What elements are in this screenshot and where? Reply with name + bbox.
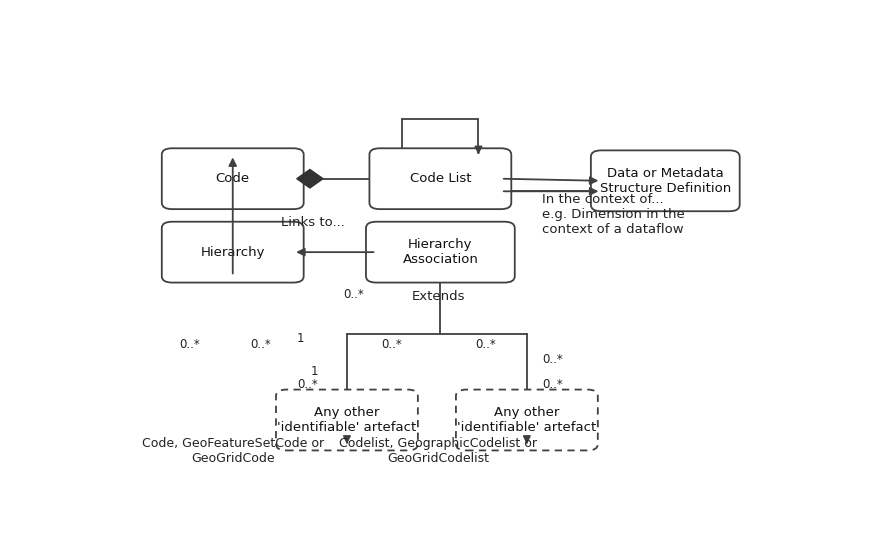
FancyBboxPatch shape — [162, 148, 304, 209]
Text: Code List: Code List — [410, 172, 472, 185]
FancyBboxPatch shape — [162, 222, 304, 282]
Text: Code, GeoFeatureSetCode or
GeoGridCode: Code, GeoFeatureSetCode or GeoGridCode — [142, 437, 324, 465]
Text: Code: Code — [216, 172, 250, 185]
FancyBboxPatch shape — [591, 150, 739, 211]
Text: Codelist, GeographicCodelist or
GeoGridCodelist: Codelist, GeographicCodelist or GeoGridC… — [339, 437, 538, 465]
FancyBboxPatch shape — [276, 390, 418, 450]
Text: Any other
'identifiable' artefact: Any other 'identifiable' artefact — [278, 406, 416, 434]
Text: 0..*: 0..* — [344, 288, 364, 301]
Text: Hierarchy
Association: Hierarchy Association — [403, 238, 479, 266]
FancyBboxPatch shape — [456, 390, 597, 450]
FancyBboxPatch shape — [366, 222, 514, 282]
Text: 0..*: 0..* — [179, 338, 200, 351]
Text: 0..*: 0..* — [542, 353, 563, 366]
Text: 1: 1 — [311, 366, 318, 378]
Text: Extends: Extends — [412, 289, 465, 302]
Text: 0..*: 0..* — [475, 338, 496, 351]
Text: Data or Metadata
Structure Definition: Data or Metadata Structure Definition — [600, 167, 730, 195]
Polygon shape — [296, 169, 323, 188]
Text: 0..*: 0..* — [250, 338, 271, 351]
Text: In the context of...
e.g. Dimension in the
context of a dataflow: In the context of... e.g. Dimension in t… — [542, 193, 685, 237]
Text: Links to...: Links to... — [281, 216, 345, 229]
Text: 0..*: 0..* — [542, 378, 563, 391]
Text: 1: 1 — [297, 332, 305, 345]
Text: Hierarchy: Hierarchy — [201, 246, 265, 259]
FancyBboxPatch shape — [370, 148, 512, 209]
Text: Any other
'identifiable' artefact: Any other 'identifiable' artefact — [457, 406, 597, 434]
Text: 0..*: 0..* — [381, 338, 402, 351]
Text: 0..*: 0..* — [297, 378, 318, 391]
